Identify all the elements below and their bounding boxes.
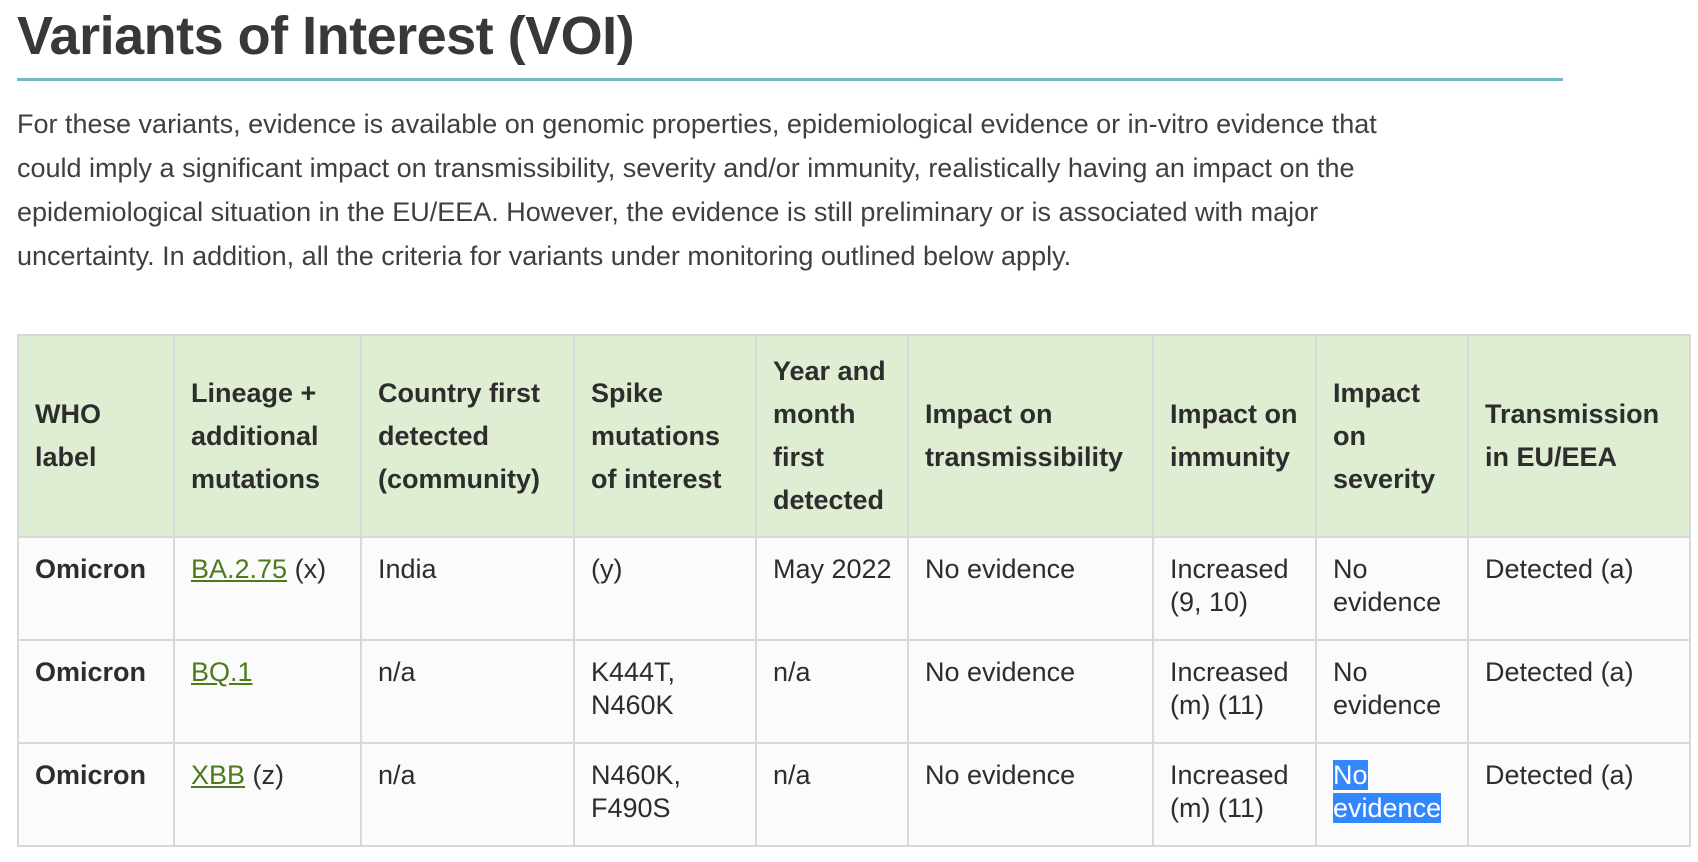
cell-spike-mutations: (y) [573,536,757,641]
lineage-link[interactable]: XBB [191,760,246,790]
lineage-link[interactable]: BQ.1 [191,657,253,687]
col-header-impact-severity: Impact on severity [1315,334,1469,538]
col-header-year-month-detected: Year and month first detected [755,334,909,538]
cell-spike-mutations: K444T, N460K [573,639,757,744]
cell-impact-severity: No evidence [1315,536,1469,641]
cell-impact-severity: No evidence [1315,742,1469,847]
col-header-spike-mutations: Spike mutations of interest [573,334,757,538]
cell-impact-transmissibility: No evidence [907,639,1154,744]
lineage-link[interactable]: BA.2.75 [191,554,288,584]
cell-impact-immunity: Increased (m) (11) [1152,742,1317,847]
title-underline [17,78,1563,81]
cell-transmission-eu-eea: Detected (a) [1467,536,1691,641]
cell-impact-severity: No evidence [1315,639,1469,744]
cell-transmission-eu-eea: Detected (a) [1467,742,1691,847]
col-header-transmission-eu-eea: Transmission in EU/EEA [1467,334,1691,538]
lineage-suffix: (x) [287,554,327,584]
page-title: Variants of Interest (VOI) [17,6,635,66]
voi-table: WHO label Lineage + additional mutations… [17,334,1691,847]
table-header-row: WHO label Lineage + additional mutations… [17,334,1691,538]
intro-line: For these variants, evidence is availabl… [17,109,1377,139]
selected-text: No evidence [1333,760,1442,823]
cell-who-label: Omicron [17,742,175,847]
intro-line: could imply a significant impact on tran… [17,153,1355,183]
cell-country-first-detected: India [360,536,575,641]
intro-paragraph: For these variants, evidence is availabl… [17,102,1563,278]
intro-line: epidemiological situation in the EU/EEA.… [17,197,1319,227]
col-header-who-label: WHO label [17,334,175,538]
severity-text: No evidence [1333,554,1442,617]
lineage-suffix: (z) [245,760,285,790]
table-row: Omicron BQ.1 n/a K444T, N460K n/a No evi… [17,639,1691,744]
cell-country-first-detected: n/a [360,742,575,847]
cell-country-first-detected: n/a [360,639,575,744]
cell-who-label: Omicron [17,639,175,744]
cell-year-month-detected: n/a [755,742,909,847]
intro-line: uncertainty. In addition, all the criter… [17,241,1072,271]
cell-lineage: BQ.1 [173,639,362,744]
table-row: Omicron BA.2.75 (x) India (y) May 2022 N… [17,536,1691,641]
severity-text: No evidence [1333,657,1442,720]
cell-lineage: BA.2.75 (x) [173,536,362,641]
table-row: Omicron XBB (z) n/a N460K, F490S n/a No … [17,742,1691,847]
cell-transmission-eu-eea: Detected (a) [1467,639,1691,744]
cell-lineage: XBB (z) [173,742,362,847]
cell-year-month-detected: May 2022 [755,536,909,641]
col-header-impact-transmissibility: Impact on transmissibility [907,334,1154,538]
cell-year-month-detected: n/a [755,639,909,744]
cell-spike-mutations: N460K, F490S [573,742,757,847]
col-header-country-first-detected: Country first detected (community) [360,334,575,538]
cell-impact-transmissibility: No evidence [907,536,1154,641]
cell-impact-transmissibility: No evidence [907,742,1154,847]
col-header-lineage-mutations: Lineage + additional mutations [173,334,362,538]
cell-who-label: Omicron [17,536,175,641]
col-header-impact-immunity: Impact on immunity [1152,334,1317,538]
cell-impact-immunity: Increased (m) (11) [1152,639,1317,744]
cell-impact-immunity: Increased (9, 10) [1152,536,1317,641]
